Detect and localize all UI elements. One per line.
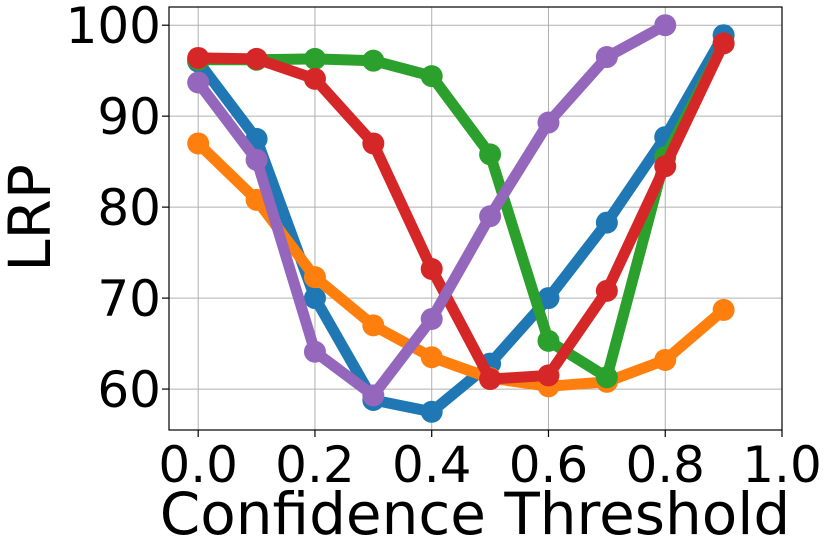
- data-point: [362, 314, 385, 337]
- data-point: [187, 46, 210, 69]
- data-point: [537, 364, 560, 387]
- y-tick-label: 90: [97, 88, 161, 146]
- data-point: [420, 65, 443, 88]
- x-tick-label: 1.0: [742, 436, 822, 494]
- data-point: [362, 49, 385, 72]
- x-tick-label: 0.2: [275, 436, 355, 494]
- data-point: [187, 132, 210, 155]
- grid: [169, 7, 783, 430]
- data-point: [595, 366, 618, 389]
- data-point: [362, 132, 385, 155]
- data-point: [712, 32, 735, 55]
- data-point: [537, 287, 560, 310]
- data-point: [362, 384, 385, 407]
- data-point: [537, 111, 560, 134]
- data-point: [187, 71, 210, 94]
- data-point: [654, 155, 677, 178]
- y-tick-label: 70: [97, 270, 161, 328]
- data-point: [420, 346, 443, 369]
- data-point: [595, 279, 618, 302]
- data-point: [303, 340, 326, 363]
- y-axis-title: LRP: [0, 164, 64, 272]
- data-point: [420, 257, 443, 280]
- data-point: [303, 266, 326, 289]
- y-tick-label: 80: [97, 179, 161, 237]
- data-point: [712, 298, 735, 321]
- data-point: [654, 348, 677, 371]
- x-axis-title: Confidence Threshold: [160, 480, 790, 548]
- plot-frame: [168, 6, 783, 431]
- series-line: [192, 29, 730, 418]
- data-point: [303, 47, 326, 70]
- data-point: [479, 143, 502, 166]
- data-point: [303, 287, 326, 310]
- series-5: [187, 14, 677, 407]
- series-layer: [187, 14, 735, 423]
- data-point: [537, 329, 560, 352]
- series-line: [192, 37, 730, 383]
- y-tick-label: 100: [66, 0, 161, 55]
- x-tick-label: 0.6: [509, 436, 589, 494]
- data-point: [303, 67, 326, 90]
- x-tick-label: 0.0: [158, 436, 238, 494]
- data-point: [420, 400, 443, 423]
- series-line: [192, 37, 730, 385]
- data-point: [479, 368, 502, 391]
- series-4: [187, 32, 735, 391]
- y-tick-label: 60: [97, 361, 161, 419]
- data-point: [479, 205, 502, 228]
- x-tick-label: 0.4: [392, 436, 472, 494]
- data-point: [245, 148, 268, 171]
- data-point: [654, 14, 677, 37]
- tick-labels: 0.0 0.2 0.4 0.6 0.8 1.0 60 70 80 90 100: [66, 0, 822, 494]
- data-point: [420, 308, 443, 331]
- data-point: [595, 211, 618, 234]
- data-point: [245, 47, 268, 70]
- data-point: [595, 46, 618, 69]
- x-tick-label: 0.8: [625, 436, 705, 494]
